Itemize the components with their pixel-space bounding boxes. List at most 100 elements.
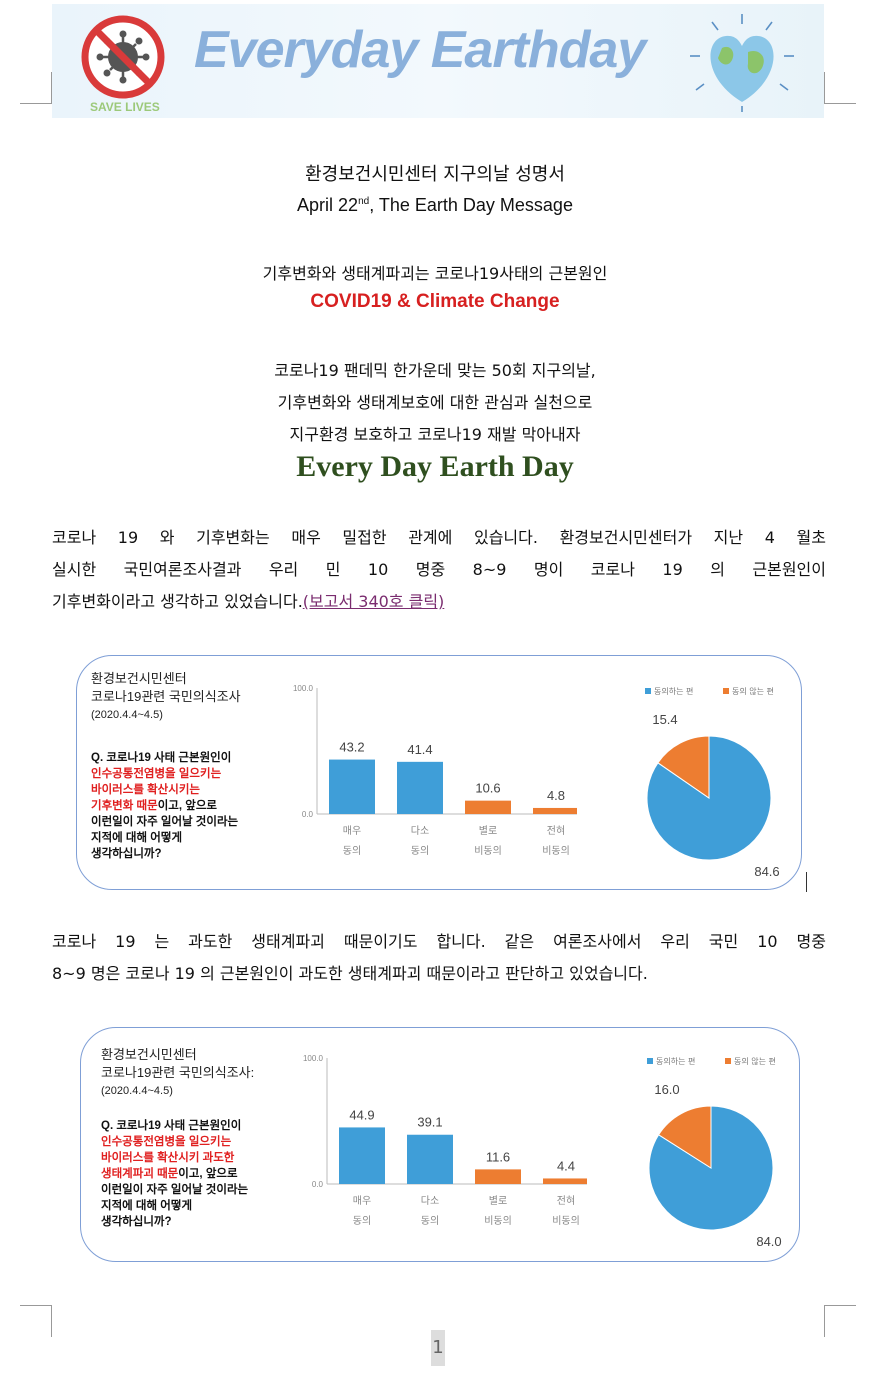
question-line: 생각하십니까? (101, 1216, 172, 1228)
bar-value-label: 4.8 (547, 788, 565, 803)
survey-name: 코로나19관련 국민의식조사 (91, 689, 241, 704)
question-line: 생태계파괴 때문이고, 앞으로 (101, 1168, 238, 1180)
legend-label: 동의 않는 편 (732, 686, 774, 696)
x-tick-label: 매우 (343, 825, 361, 837)
subtitle-english: COVID19 & Climate Change (310, 291, 560, 312)
paragraph-line: 8~9 명은 코로나 19 의 근본원인이 과도한 생태계파괴 때문이라고 판단… (52, 964, 648, 983)
question-line: 인수공통전염병을 일으키는 (91, 768, 222, 780)
legend-label: 동의하는 편 (656, 1056, 695, 1066)
question-line: 바이러스를 확산시키는 (91, 784, 200, 796)
pie-slice (657, 1105, 712, 1169)
survey-org: 환경보건시민센터 (91, 671, 187, 686)
x-tick-label: 동의 (343, 845, 361, 857)
x-tick-label: 비동의 (474, 845, 502, 857)
x-tick-label: 전혀 (557, 1195, 575, 1207)
legend-swatch (725, 1058, 731, 1064)
y-tick-label: 0.0 (312, 1180, 324, 1189)
legend-swatch (647, 1058, 653, 1064)
x-tick-label: 다소 (421, 1195, 439, 1207)
pie-slice (657, 735, 710, 799)
pie-chart-2: 동의하는 편 동의 않는 편 84.0 16.0 (647, 1056, 782, 1246)
question-line: 기후변화 때문이고, 앞으로 (91, 800, 217, 812)
statement-date: April 22nd, The Earth Day Message (297, 195, 573, 215)
pie-value-label: 16.0 (654, 1082, 679, 1097)
question-line: 바이러스를 확산시키 과도한 (101, 1152, 235, 1164)
statement-title: 환경보건시민센터 지구의날 성명서 (305, 164, 565, 185)
legend-label: 동의하는 편 (654, 686, 693, 696)
survey-header: 환경보건시민센터 코로나19관련 국민의식조사 (2020.4.4~4.5) (91, 670, 241, 724)
bar (465, 800, 511, 814)
earth-heart-icon (690, 14, 794, 112)
bar (329, 759, 375, 814)
bar (533, 807, 577, 814)
question-line: Q. 코로나19 사태 근본원인이 (101, 1120, 242, 1132)
paragraph-line: 코로나 19 는 과도한 생태계파괴 때문이기도 합니다. 같은 여론조사에서 … (52, 932, 826, 951)
survey-org: 환경보건시민센터 (101, 1047, 197, 1062)
x-tick-label: 동의 (421, 1215, 439, 1227)
x-tick-label: 동의 (353, 1215, 371, 1227)
slogan-line: 기후변화와 생태계보호에 대한 관심과 실천으로 (277, 393, 593, 412)
slogan-english: Every Day Earth Day (296, 450, 574, 483)
survey-name: 코로나19관련 국민의식조사: (101, 1065, 255, 1080)
text-cursor (806, 872, 807, 892)
question-line: 생각하십니까? (91, 848, 162, 860)
pie-chart-1: 동의하는 편 동의 않는 편 84.6 15.4 (645, 686, 780, 876)
pie-value-label: 84.6 (754, 864, 779, 876)
question-line: 지적에 대해 어떻게 (101, 1200, 193, 1212)
question-line: 지적에 대해 어떻게 (91, 832, 183, 844)
survey-card-2: 환경보건시민센터 코로나19관련 국민의식조사: (2020.4.4~4.5) … (80, 1027, 800, 1262)
x-tick-label: 다소 (411, 825, 429, 837)
crop-mark-top-right (824, 72, 856, 104)
body-paragraph-2: 코로나 19 는 과도한 생태계파괴 때문이기도 합니다. 같은 여론조사에서 … (52, 926, 826, 990)
bar (543, 1178, 587, 1184)
paragraph-line: 실시한 국민여론조사결과 우리 민 10 명중 8~9 명이 코로나 19 의 … (52, 560, 826, 579)
question-line: 이런일이 자주 일어날 것이라는 (101, 1184, 249, 1196)
crop-mark-top-left (20, 72, 52, 104)
x-tick-label: 매우 (353, 1195, 371, 1207)
slogan-line: 지구환경 보호하고 코로나19 재발 막아내자 (289, 425, 581, 444)
report-link[interactable]: (보고서 340호 클릭) (302, 592, 445, 611)
survey-date: (2020.4.4~4.5) (91, 709, 163, 721)
x-tick-label: 동의 (411, 845, 429, 857)
survey-header: 환경보건시민센터 코로나19관련 국민의식조사: (2020.4.4~4.5) (101, 1046, 254, 1100)
slogan-line: 코로나19 팬데믹 한가운데 맞는 50회 지구의날, (274, 361, 596, 380)
x-tick-label: 전혀 (547, 825, 565, 837)
question-line: 인수공통전염병을 일으키는 (101, 1136, 232, 1148)
legend-swatch (645, 688, 651, 694)
bar (475, 1169, 521, 1184)
pie-value-label: 84.0 (756, 1234, 781, 1246)
x-tick-label: 비동의 (542, 845, 570, 857)
bar-value-label: 4.4 (557, 1158, 575, 1173)
legend-label: 동의 않는 편 (734, 1056, 776, 1066)
bar-value-label: 41.4 (407, 742, 432, 757)
bar-value-label: 39.1 (417, 1115, 442, 1130)
bar-value-label: 11.6 (486, 1149, 510, 1164)
bar (407, 1134, 453, 1184)
bar-value-label: 10.6 (475, 781, 500, 796)
no-virus-icon (81, 15, 165, 99)
survey-card-1: 환경보건시민센터 코로나19관련 국민의식조사 (2020.4.4~4.5) Q… (76, 655, 802, 890)
bar (339, 1127, 385, 1184)
survey-date: (2020.4.4~4.5) (101, 1085, 173, 1097)
bar (397, 761, 443, 814)
crop-mark-bottom-right (824, 1305, 856, 1337)
body-paragraph-1: 코로나 19 와 기후변화는 매우 밀접한 관계에 있습니다. 환경보건시민센터… (52, 522, 826, 618)
paragraph-line: 코로나 19 와 기후변화는 매우 밀접한 관계에 있습니다. 환경보건시민센터… (52, 528, 826, 547)
header-banner: SAVE LIVES Everyday Earthday (52, 4, 824, 118)
subtitle-korean: 기후변화와 생태계파괴는 코로나19사태의 근본원인 (262, 264, 608, 283)
x-tick-label: 별로 (489, 1195, 507, 1207)
y-tick-label: 0.0 (302, 810, 314, 819)
paragraph-line: 기후변화이라고 생각하고 있었습니다.(보고서 340호 클릭) (52, 592, 445, 611)
x-tick-label: 비동의 (552, 1215, 580, 1227)
y-tick-label: 100.0 (303, 1054, 324, 1063)
banner-title: Everyday Earthday (194, 21, 646, 79)
question-line: 이런일이 자주 일어날 것이라는 (91, 816, 239, 828)
question-line: Q. 코로나19 사태 근본원인이 (91, 752, 232, 764)
bar-value-label: 44.9 (349, 1107, 374, 1122)
save-lives-badge: SAVE LIVES (90, 100, 160, 114)
pie-value-label: 15.4 (652, 712, 677, 727)
